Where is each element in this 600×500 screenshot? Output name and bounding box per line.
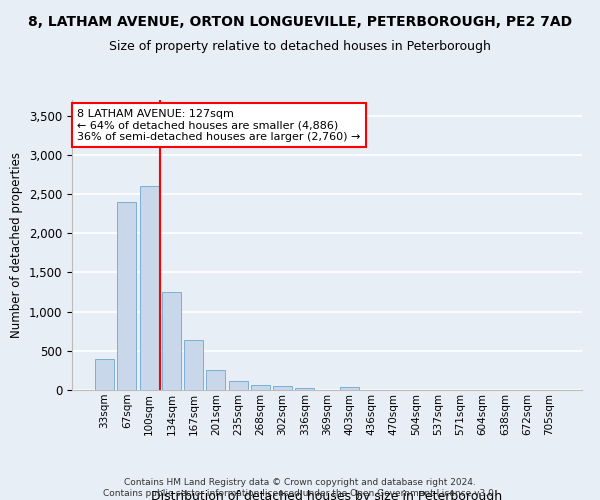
Bar [295,388,314,390]
Bar [251,386,270,390]
Bar [140,186,158,390]
Text: Size of property relative to detached houses in Peterborough: Size of property relative to detached ho… [109,40,491,53]
Y-axis label: Number of detached properties: Number of detached properties [10,152,23,338]
Bar [206,370,225,390]
Bar [162,292,181,390]
Bar [229,382,248,390]
Bar [184,340,203,390]
Bar [273,386,292,390]
Text: Contains HM Land Registry data © Crown copyright and database right 2024.
Contai: Contains HM Land Registry data © Crown c… [103,478,497,498]
Bar [340,387,359,390]
Bar [118,202,136,390]
Text: 8, LATHAM AVENUE, ORTON LONGUEVILLE, PETERBOROUGH, PE2 7AD: 8, LATHAM AVENUE, ORTON LONGUEVILLE, PET… [28,15,572,29]
X-axis label: Distribution of detached houses by size in Peterborough: Distribution of detached houses by size … [151,490,503,500]
Bar [95,360,114,390]
Text: 8 LATHAM AVENUE: 127sqm
← 64% of detached houses are smaller (4,886)
36% of semi: 8 LATHAM AVENUE: 127sqm ← 64% of detache… [77,108,361,142]
